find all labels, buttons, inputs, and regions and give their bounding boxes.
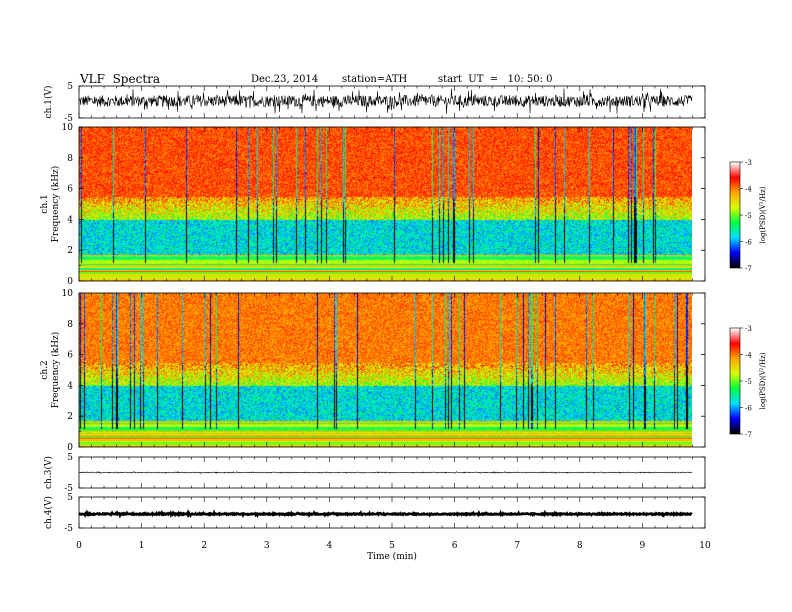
colorbar-label-ch1: log(PSD)(V²/Hz) — [759, 186, 767, 243]
colorbar-tick-label-ch1-1: -4 — [745, 186, 752, 194]
xaxis-label: Time (min) — [367, 551, 417, 562]
ytick-label-ch2-spectrogram-2: 4 — [67, 381, 73, 391]
colorbar-tick-label-ch2-2: -5 — [745, 378, 752, 386]
ytick-label-ch4-waveform-1: -5 — [64, 524, 73, 534]
ytick-label-ch3-waveform-1: -5 — [64, 484, 73, 494]
spectrogram-image-ch1 — [79, 127, 692, 281]
xtick-label-9: 9 — [640, 541, 646, 551]
colorbar-tick-label-ch2-4: -7 — [745, 431, 752, 439]
colorbar-tick-label-ch2-0: -3 — [745, 325, 752, 333]
colorbar-label-ch2: log(PSD)(V²/Hz) — [759, 352, 767, 409]
colorbar-tick-label-ch2-3: -6 — [745, 405, 752, 413]
colorbar-tick-label-ch2-1: -4 — [745, 352, 752, 360]
ylabel-ch1-spectrogram-0: ch.1 — [40, 194, 50, 213]
ytick-label-ch2-spectrogram-1: 2 — [67, 412, 73, 422]
ytick-label-ch3-waveform-0: 5 — [67, 453, 73, 463]
ytick-label-ch1-spectrogram-2: 4 — [67, 215, 73, 225]
spectrogram-image-ch2 — [79, 293, 692, 447]
start-time-label: start UT = 10: 50: 0 — [438, 74, 553, 85]
colorbar-tick-label-ch1-2: -5 — [745, 212, 752, 220]
ylabel-ch2-spectrogram-0: ch.2 — [40, 360, 50, 379]
ylabel-ch1-waveform-0: ch.1(V) — [43, 86, 54, 119]
colorbar-tick-label-ch1-3: -6 — [745, 239, 752, 247]
xtick-label-4: 4 — [327, 541, 333, 551]
ylabel-ch4-waveform-0: ch.4(V) — [43, 496, 54, 529]
xtick-label-8: 8 — [577, 541, 583, 551]
xtick-label-0: 0 — [76, 541, 82, 551]
date-label: Dec.23, 2014 — [251, 74, 319, 85]
ylabel-ch1-spectrogram-1: Frequency (kHz) — [50, 166, 61, 243]
xtick-label-7: 7 — [514, 541, 520, 551]
ytick-label-ch1-waveform-1: -5 — [64, 114, 73, 124]
ytick-label-ch2-spectrogram-5: 10 — [62, 289, 74, 299]
ytick-label-ch4-waveform-0: 5 — [67, 493, 73, 503]
xtick-label-1: 1 — [139, 541, 145, 551]
ytick-label-ch2-spectrogram-3: 6 — [67, 351, 73, 361]
ytick-label-ch1-waveform-0: 5 — [67, 82, 73, 92]
colorbar-tick-label-ch1-0: -3 — [745, 159, 752, 167]
xtick-label-3: 3 — [264, 541, 270, 551]
ytick-label-ch2-spectrogram-0: 0 — [67, 443, 73, 453]
ytick-label-ch1-spectrogram-5: 10 — [62, 123, 74, 133]
xtick-label-2: 2 — [201, 541, 207, 551]
ytick-label-ch2-spectrogram-4: 8 — [67, 320, 73, 330]
colorbar-ch2 — [730, 328, 740, 434]
ylabel-ch2-spectrogram-1: Frequency (kHz) — [50, 332, 61, 409]
xtick-label-10: 10 — [699, 541, 711, 551]
waveform-trace-ch4 — [78, 509, 693, 519]
ytick-label-ch1-spectrogram-3: 6 — [67, 185, 73, 195]
xtick-label-6: 6 — [452, 541, 458, 551]
station-label: station=ATH — [342, 74, 408, 85]
colorbar-tick-label-ch1-4: -7 — [745, 265, 752, 273]
ytick-label-ch1-spectrogram-0: 0 — [67, 277, 73, 287]
waveform-trace-ch3 — [78, 470, 693, 474]
ytick-label-ch1-spectrogram-4: 8 — [67, 154, 73, 164]
figure-title: VLF Spectra — [80, 72, 161, 86]
colorbar-ch1 — [730, 162, 740, 268]
waveform-trace-ch1 — [78, 88, 693, 114]
ylabel-ch3-waveform-0: ch.3(V) — [43, 456, 54, 489]
xtick-label-5: 5 — [389, 541, 395, 551]
ytick-label-ch1-spectrogram-1: 2 — [67, 246, 73, 256]
